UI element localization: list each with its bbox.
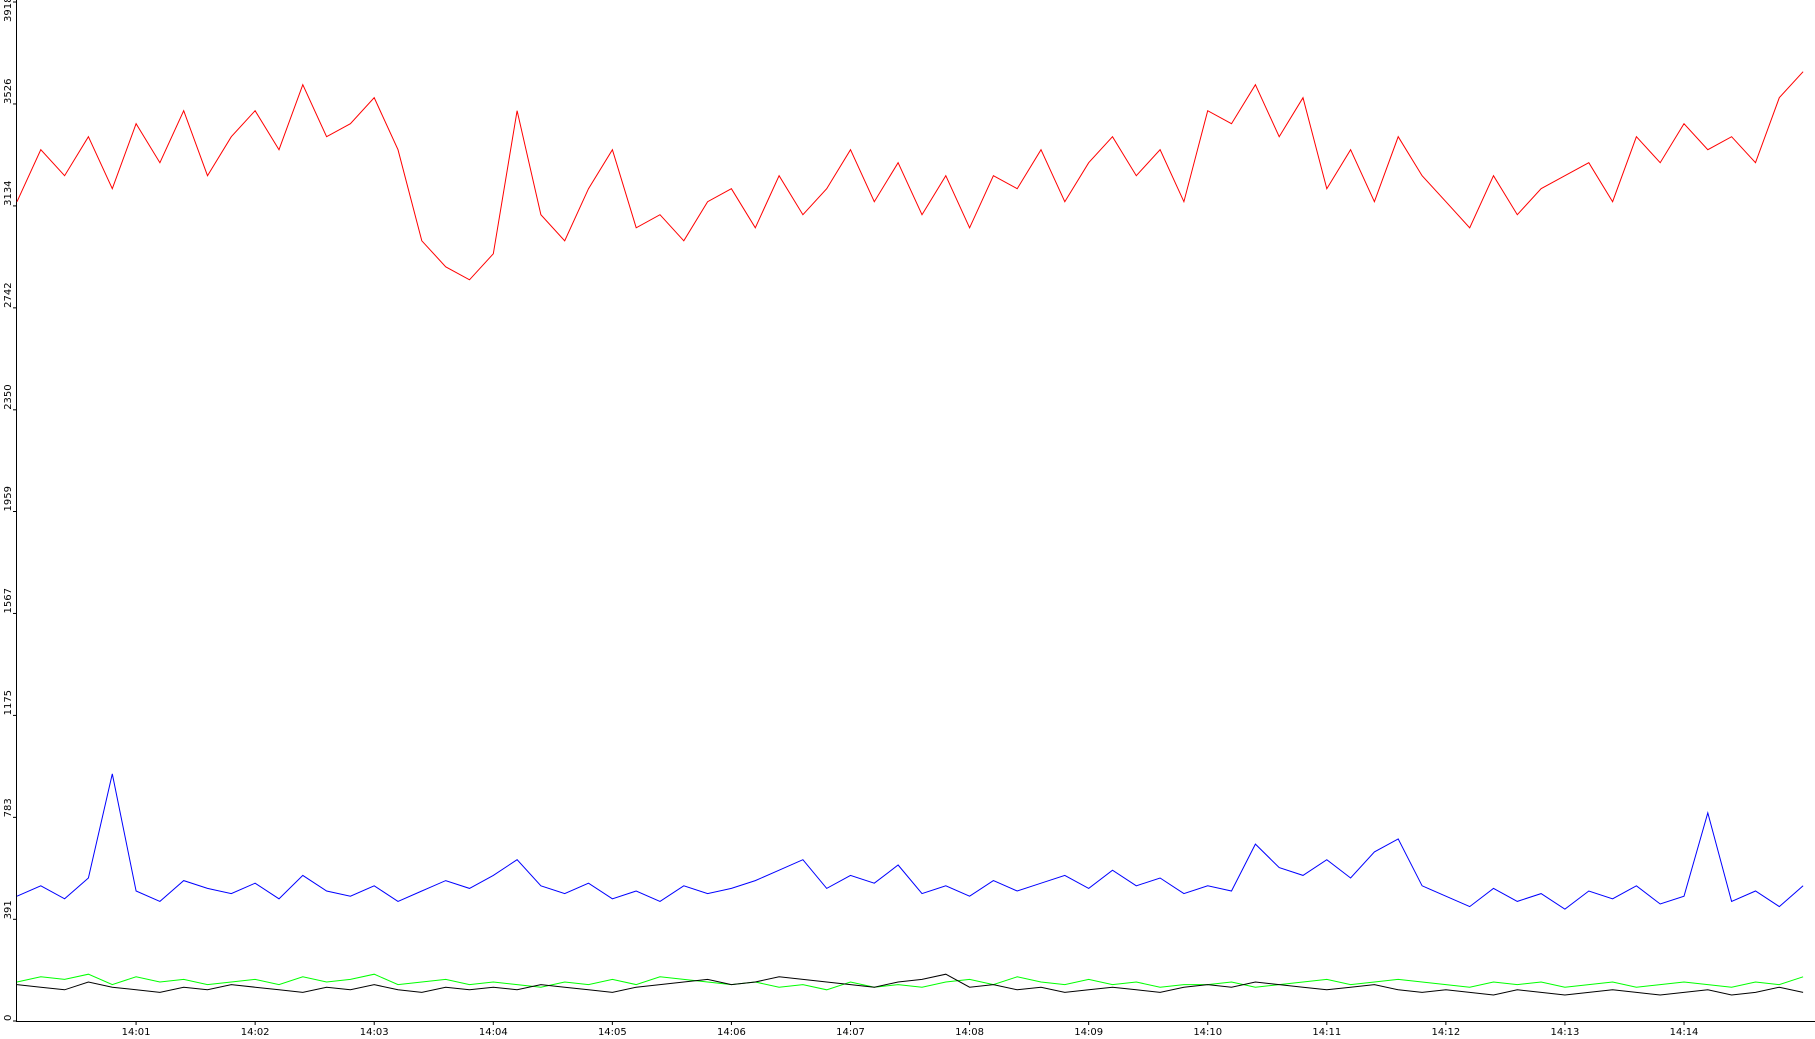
y-tick-label: 1175 [3,690,14,715]
y-tick-label: 0 [3,1015,14,1021]
x-tick-label: 14:12 [1431,1027,1460,1038]
x-tick-label: 14:07 [836,1027,865,1038]
y-tick-label: 3526 [3,78,14,103]
y-tick-label: 2742 [3,282,14,307]
y-tick-label: 3134 [3,180,14,205]
x-tick-label: 14:14 [1670,1027,1699,1038]
x-tick-label: 14:01 [122,1027,151,1038]
y-tick-label: 2350 [3,384,14,409]
x-tick-label: 14:11 [1312,1027,1341,1038]
x-tick-label: 14:09 [1074,1027,1103,1038]
y-tick-label: 783 [3,798,14,817]
x-tick-label: 14:05 [598,1027,627,1038]
x-tick-label: 14:10 [1193,1027,1222,1038]
x-tick-label: 14:06 [717,1027,746,1038]
series-line [16,973,1804,996]
x-tick-label: 14:02 [241,1027,270,1038]
series-line [16,773,1804,910]
y-tick-label: 1567 [3,588,14,613]
y-tick-label: 1959 [3,486,14,511]
x-tick-label: 14:13 [1551,1027,1580,1038]
x-tick-label: 14:03 [360,1027,389,1038]
series-line [16,71,1804,281]
y-tick-label: 391 [3,900,14,919]
x-tick-label: 14:04 [479,1027,508,1038]
series-line [16,973,1804,991]
y-tick-label: 3918 [3,0,14,22]
x-tick-label: 14:08 [955,1027,984,1038]
